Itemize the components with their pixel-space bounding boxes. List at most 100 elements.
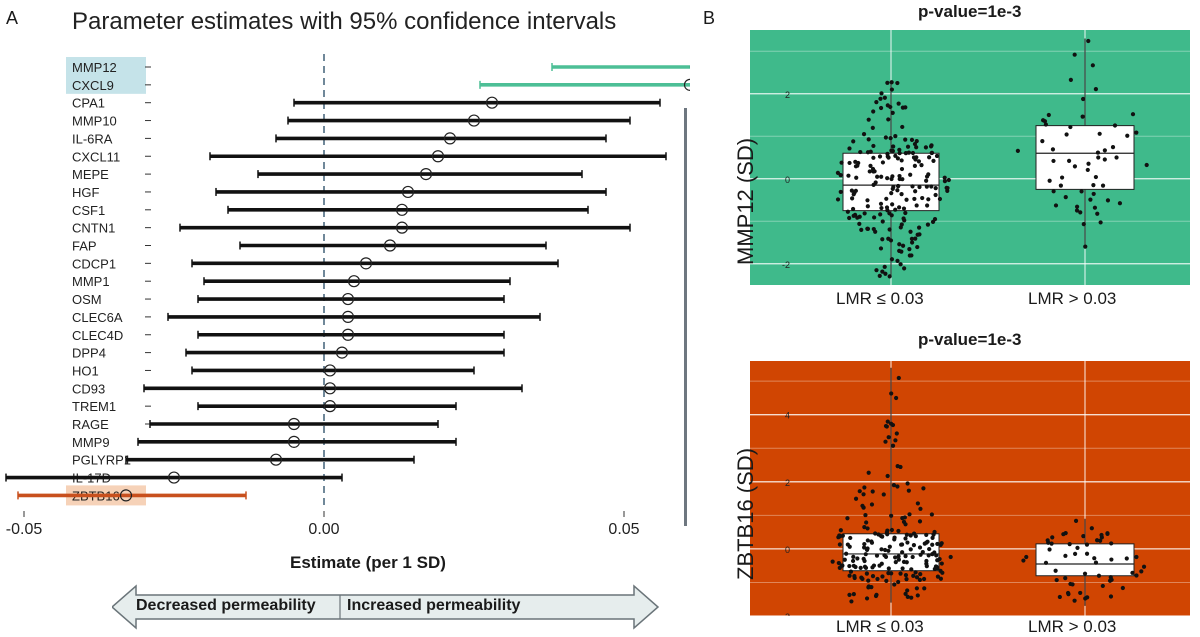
data-point [933, 192, 938, 198]
data-point [895, 188, 900, 193]
data-point [848, 535, 853, 541]
data-point [1072, 52, 1077, 57]
data-point [879, 547, 884, 552]
data-point [1091, 191, 1096, 197]
data-point [934, 153, 940, 159]
data-point [1078, 590, 1083, 596]
data-point [1072, 164, 1078, 169]
data-point [850, 206, 856, 212]
data-point [879, 91, 884, 96]
forest-plot: MMP12 CXCL9 CPA1 MMP10 IL-6RA CXCL11 MEPE HGF CS… [5, 54, 690, 538]
data-point [917, 184, 922, 190]
data-point [885, 532, 890, 537]
data-point [1042, 119, 1048, 124]
data-point [1073, 518, 1079, 523]
data-point [887, 227, 892, 232]
data-point [924, 184, 929, 189]
x-tick-label: 0.05 [608, 521, 639, 538]
data-point [924, 561, 929, 566]
data-point [839, 160, 844, 165]
data-point [851, 192, 856, 197]
data-point [897, 248, 902, 253]
data-point [889, 148, 894, 153]
data-point [857, 489, 862, 494]
data-point [934, 553, 939, 558]
data-point [909, 137, 915, 142]
data-point [1063, 575, 1068, 581]
data-point [881, 492, 886, 497]
data-point [893, 438, 898, 443]
data-point [1047, 178, 1052, 183]
data-point [854, 175, 859, 180]
data-point [915, 593, 920, 598]
data-point [911, 542, 917, 548]
data-point [910, 184, 915, 189]
point-estimate [395, 203, 409, 216]
data-point [914, 145, 919, 150]
data-point [853, 564, 858, 570]
x-tick-label: 0.00 [308, 521, 339, 538]
point-estimate [683, 78, 690, 91]
data-point [914, 203, 919, 208]
data-point [878, 246, 884, 251]
data-point [905, 594, 910, 599]
data-point [837, 533, 842, 538]
data-point [1067, 542, 1072, 547]
data-point [884, 196, 889, 201]
data-point [883, 439, 888, 444]
data-point [905, 144, 911, 149]
data-point [1053, 568, 1058, 573]
row-label-mmp12: MMP12 [72, 60, 117, 75]
data-point [877, 273, 882, 278]
point-estimate [341, 328, 355, 341]
data-point [889, 391, 894, 396]
data-point [838, 172, 843, 178]
data-point [915, 501, 920, 506]
data-point [886, 117, 891, 122]
data-point [842, 557, 847, 562]
data-point [1105, 531, 1110, 537]
y-tick-label: -2 [782, 612, 790, 616]
data-point [898, 571, 903, 576]
forest-title: Parameter estimates with 95% confidence … [72, 8, 617, 35]
data-point [1046, 112, 1051, 118]
data-point [868, 149, 873, 154]
data-point [891, 144, 896, 149]
data-point [849, 599, 854, 604]
data-point [851, 213, 856, 218]
data-point [908, 533, 913, 538]
data-point [882, 264, 887, 269]
data-point [893, 134, 898, 139]
y-tick-label: 0 [785, 545, 790, 555]
data-point [903, 105, 908, 110]
data-point [884, 578, 889, 583]
zbtb16-y-axis-label: ZBTB16 (SD) [733, 447, 758, 580]
data-point [851, 554, 856, 559]
row-label-rage: RAGE [72, 417, 109, 432]
row-label-csf1: CSF1 [72, 203, 105, 218]
box-iqr [1035, 543, 1135, 577]
data-point [1090, 63, 1095, 68]
data-point [866, 470, 871, 475]
data-point [1141, 564, 1147, 569]
data-point [945, 185, 950, 191]
data-point [863, 552, 868, 557]
data-point [1015, 148, 1020, 154]
data-point [830, 559, 835, 564]
data-point [903, 554, 908, 559]
data-point [882, 553, 887, 558]
data-point [1108, 594, 1114, 599]
data-point [865, 538, 870, 543]
data-point [879, 174, 884, 179]
data-point [1072, 551, 1078, 556]
data-point [867, 169, 872, 174]
data-point [862, 485, 867, 490]
data-point [852, 574, 857, 579]
data-point [885, 528, 890, 533]
data-point [864, 547, 870, 553]
data-point [1086, 161, 1091, 166]
data-point [1124, 556, 1129, 561]
data-point [864, 520, 869, 525]
data-point [858, 149, 863, 155]
data-point [922, 541, 927, 546]
